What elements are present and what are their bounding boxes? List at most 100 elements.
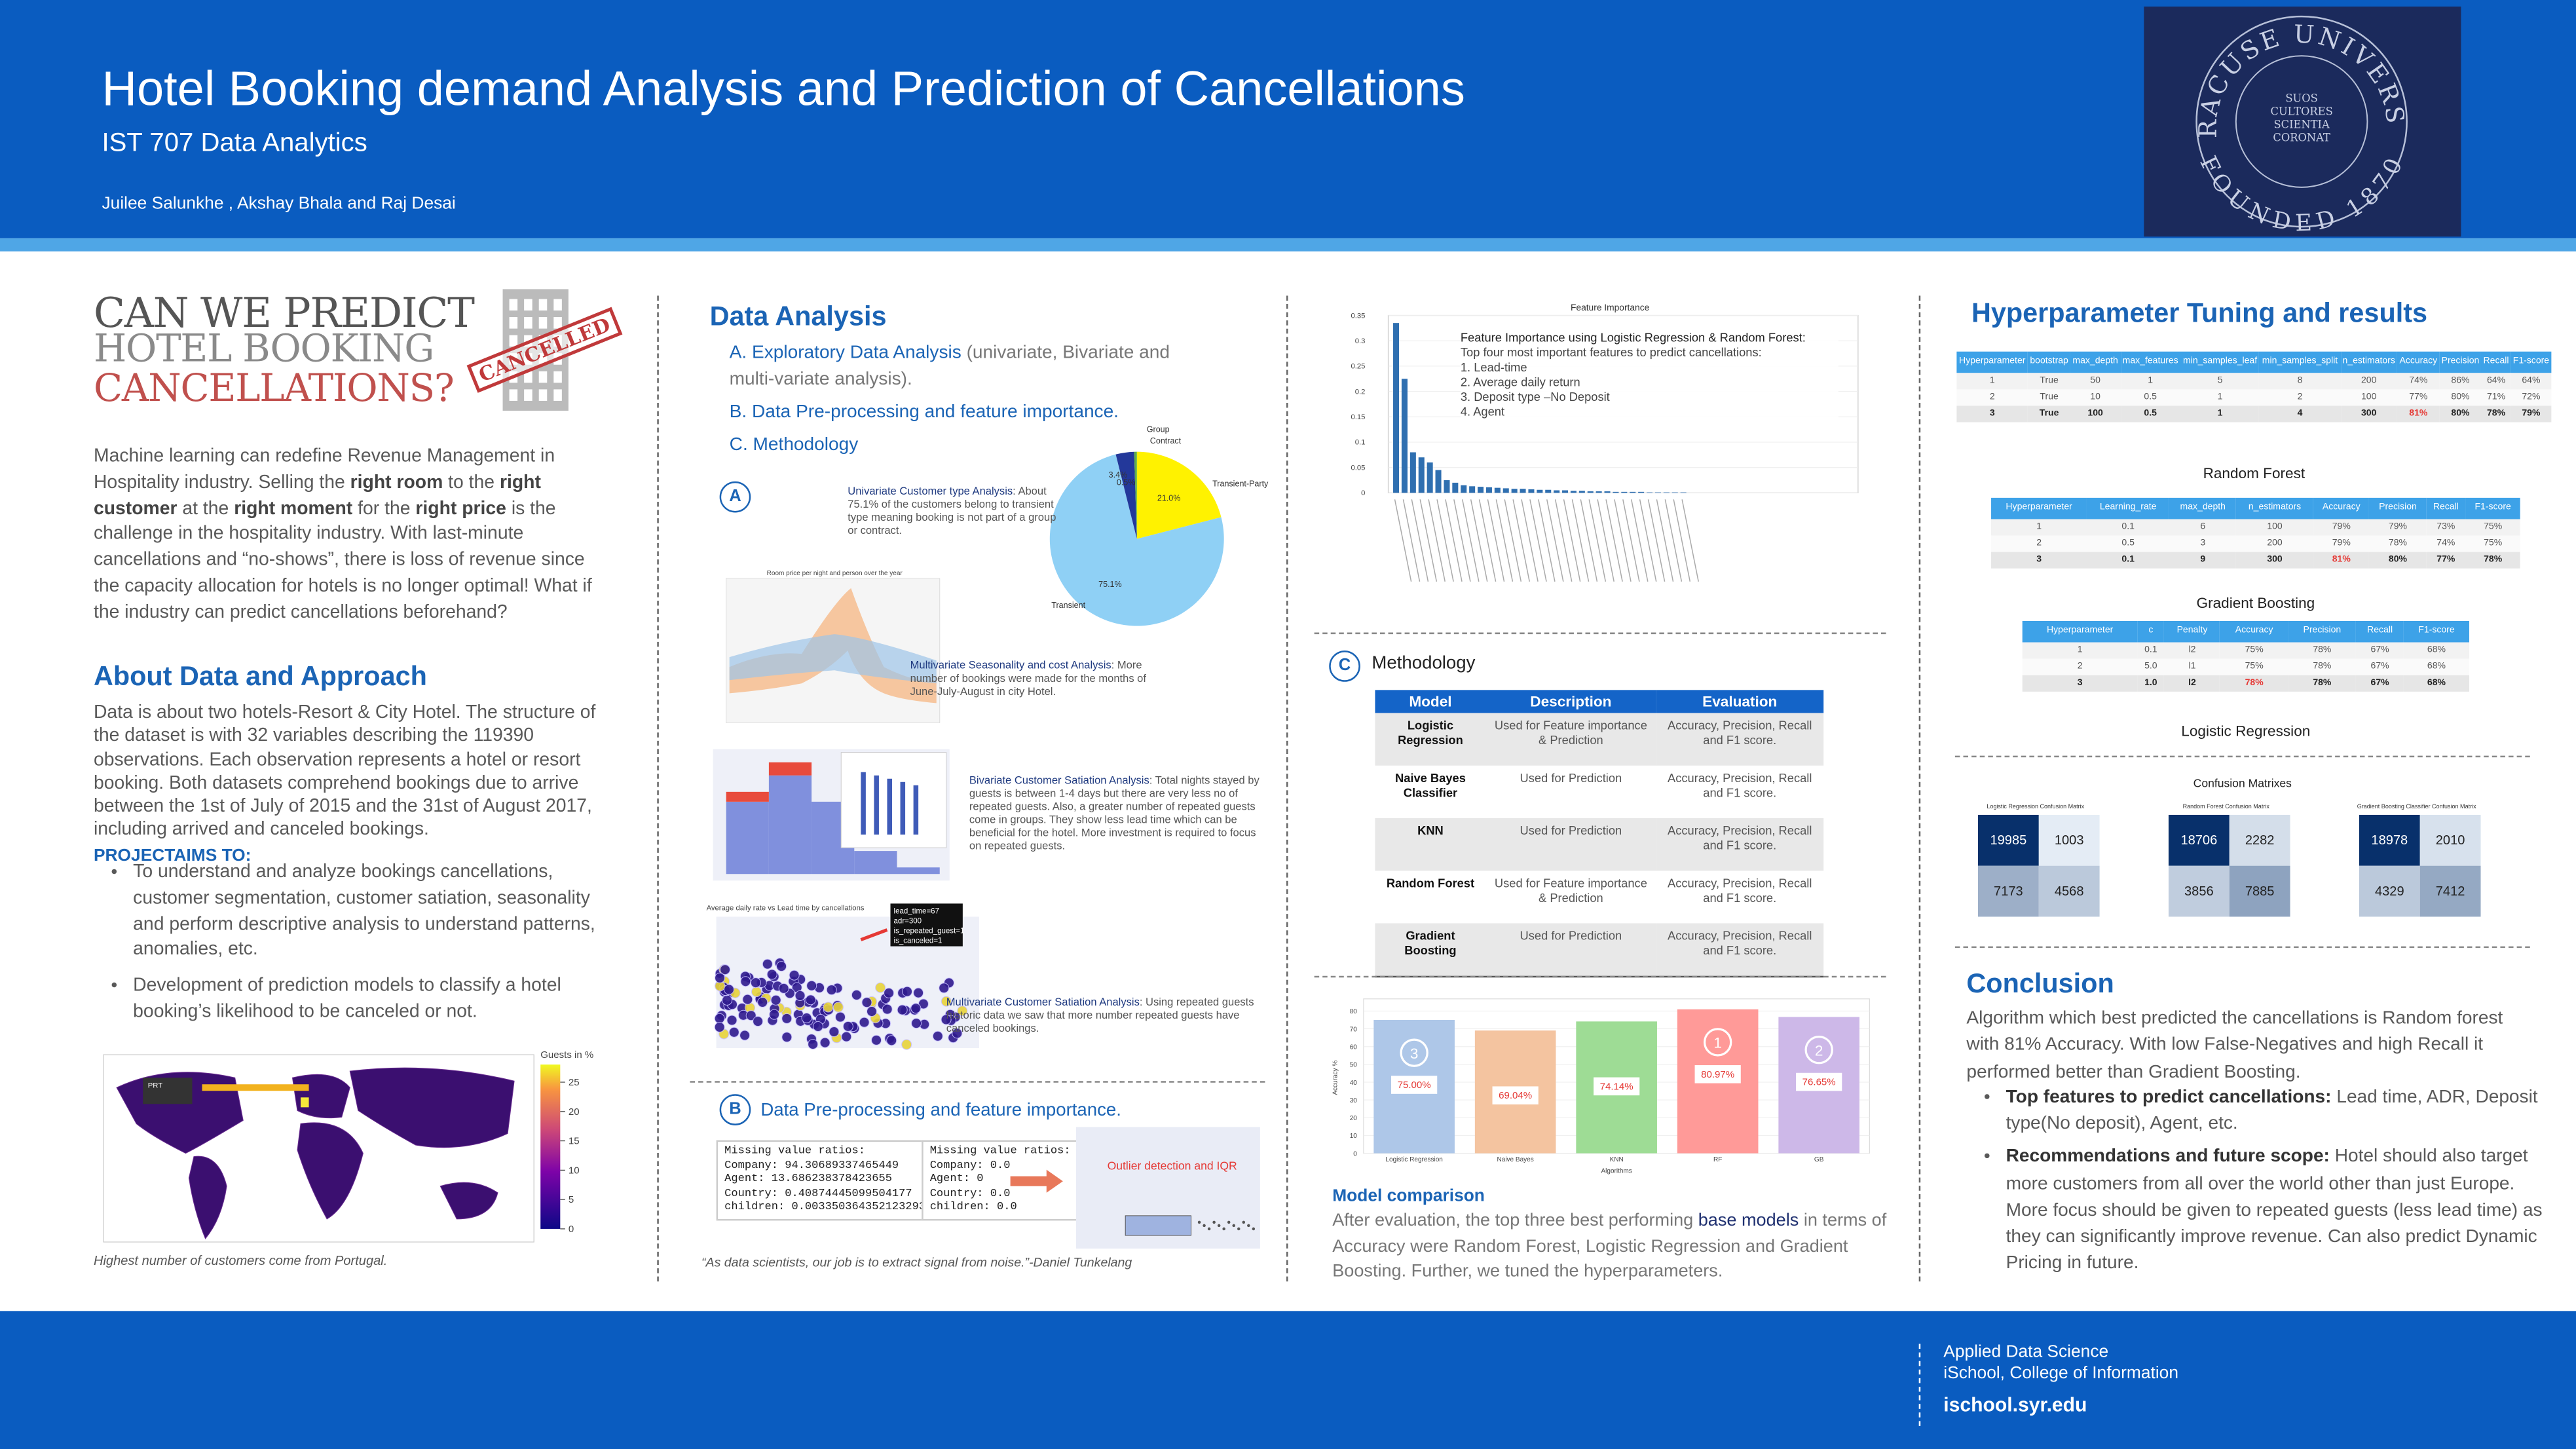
bar xyxy=(1562,490,1569,493)
cell: 50 xyxy=(2070,372,2121,389)
cell: Used for Prediction xyxy=(1485,818,1656,871)
bar xyxy=(1469,486,1476,493)
cell: 67% xyxy=(2356,674,2404,691)
y-tick-label: 50 xyxy=(1350,1062,1358,1069)
map-tooltip xyxy=(143,1078,193,1104)
scatter-point xyxy=(834,1011,846,1023)
scatter-point xyxy=(941,996,952,1007)
x-tick xyxy=(1571,499,1590,582)
subheading: Data Pre-processing and feature importan… xyxy=(760,1101,1121,1121)
cell: 0.5 xyxy=(2087,535,2170,552)
aims-list: To understand and analyze bookings cance… xyxy=(94,861,626,1036)
cell: 3 xyxy=(2169,535,2237,552)
scatter-point xyxy=(910,1003,922,1014)
note-title: Bivariate Customer Satiation Analysis xyxy=(969,775,1149,787)
inset-bar xyxy=(861,772,866,835)
matrix-cell: 7412 xyxy=(2419,865,2481,917)
value-label: 69.04% xyxy=(1499,1090,1532,1101)
header-cell: Accuracy xyxy=(2397,351,2440,373)
matrix-cell: 4568 xyxy=(2038,865,2100,917)
cell: 78% xyxy=(2288,674,2357,691)
divider xyxy=(1954,946,2530,949)
scatter-point xyxy=(902,986,913,997)
scatter-point xyxy=(831,1032,842,1044)
legend-bar xyxy=(540,1064,561,1229)
headline: CANCELLATIONS? xyxy=(93,367,455,411)
scatter-point xyxy=(723,1000,734,1011)
cell: 75% xyxy=(2220,641,2288,658)
row: 2 5.0 l1 75% 78% 67% 68% xyxy=(2022,658,2469,675)
cell: 1 xyxy=(2022,641,2138,658)
cell: 77% xyxy=(2397,388,2440,405)
scatter-point xyxy=(911,1018,922,1029)
divider xyxy=(1314,975,1886,978)
x-tick xyxy=(1673,499,1691,582)
feature-annotation: Feature Importance using Logistic Regres… xyxy=(1460,330,1839,419)
cell: Accuracy, Precision, Recall and F1 score… xyxy=(1656,713,1824,766)
scatter-point xyxy=(730,987,741,998)
code-line: Country: 0.0 xyxy=(929,1187,1011,1201)
highlight-country xyxy=(301,1097,309,1108)
scatter-point xyxy=(781,1013,793,1024)
x-tick xyxy=(1538,499,1556,582)
logo: SYRACUSE UNIVERSITYFOUNDED 1870SUOSCULTO… xyxy=(2144,7,2461,237)
cell: 1 xyxy=(2180,405,2260,422)
title: Hotel Booking demand Analysis and Predic… xyxy=(102,62,1465,117)
bivariate-chart xyxy=(713,749,950,881)
scatter-point xyxy=(781,1032,793,1043)
x-tick xyxy=(1402,499,1421,582)
inset-bar xyxy=(887,778,893,835)
text: to the xyxy=(443,472,500,493)
scatter-point xyxy=(880,993,891,1004)
note-title: Univariate Customer type Analysis xyxy=(848,486,1013,498)
scatter-point xyxy=(823,1004,834,1015)
hist-bar xyxy=(726,801,769,875)
bar xyxy=(1528,489,1535,493)
outlier xyxy=(1203,1224,1206,1228)
cell: 0.5 xyxy=(2120,388,2181,405)
header-cell: min_samples_leaf xyxy=(2180,351,2260,373)
label-box xyxy=(1391,1076,1438,1094)
scatter-point xyxy=(819,1018,830,1029)
scatter-point xyxy=(720,964,731,975)
arrow-icon xyxy=(1010,1169,1063,1193)
scatter-point xyxy=(832,983,843,994)
header-row: Model Description Evaluation xyxy=(1375,690,1824,713)
scatter-annotation: Multivariate Customer Satiation Analysis… xyxy=(946,997,1259,1036)
bar xyxy=(1554,490,1560,493)
y-tick-label: 0.15 xyxy=(1351,413,1365,421)
y-tick-label: 70 xyxy=(1350,1026,1358,1033)
x-tick xyxy=(1588,499,1607,582)
row: 2 True 10 0.5 1 2 100 77% 80% 71% 72% xyxy=(1956,388,2552,405)
scatter-point xyxy=(859,1017,870,1028)
x-tick xyxy=(1639,499,1657,582)
code-line: Missing value ratios: xyxy=(929,1145,1071,1159)
land xyxy=(188,1156,227,1239)
bullet-title: Recommendations and future scope: xyxy=(2006,1147,2330,1167)
scatter-point xyxy=(897,987,908,998)
scatter-point xyxy=(880,1018,891,1029)
tooltip-line: lead_time=67 xyxy=(894,907,939,915)
cell: 2 xyxy=(2022,658,2138,675)
scatter-point xyxy=(716,1010,727,1021)
scatter-point xyxy=(952,1028,963,1039)
scatter-point xyxy=(762,958,773,969)
tooltip-line: is_canceled=1 xyxy=(894,937,943,945)
scatter-point xyxy=(720,985,732,996)
window xyxy=(509,335,518,347)
scatter-point xyxy=(909,1004,920,1015)
scatter-point xyxy=(913,987,924,998)
scatter-point xyxy=(719,999,730,1010)
tuning-table: Hyperparameter c Penalty Accuracy Precision R… xyxy=(2022,621,2469,691)
x-tick xyxy=(1487,499,1505,582)
outlier-label: Outlier detection and IQR xyxy=(1107,1161,1237,1173)
x-tick xyxy=(1664,499,1683,582)
bar xyxy=(1596,491,1602,493)
window xyxy=(509,317,518,329)
cell: 8 xyxy=(2259,372,2341,389)
header-cell: Model xyxy=(1375,690,1486,713)
note-text: : About 75.1% of the customers belong to… xyxy=(848,486,1056,538)
bar xyxy=(1503,488,1509,493)
pie-chart: 21.0% 75.1% 3.4%0.5% Transient-Party Transie… xyxy=(1049,425,1269,626)
